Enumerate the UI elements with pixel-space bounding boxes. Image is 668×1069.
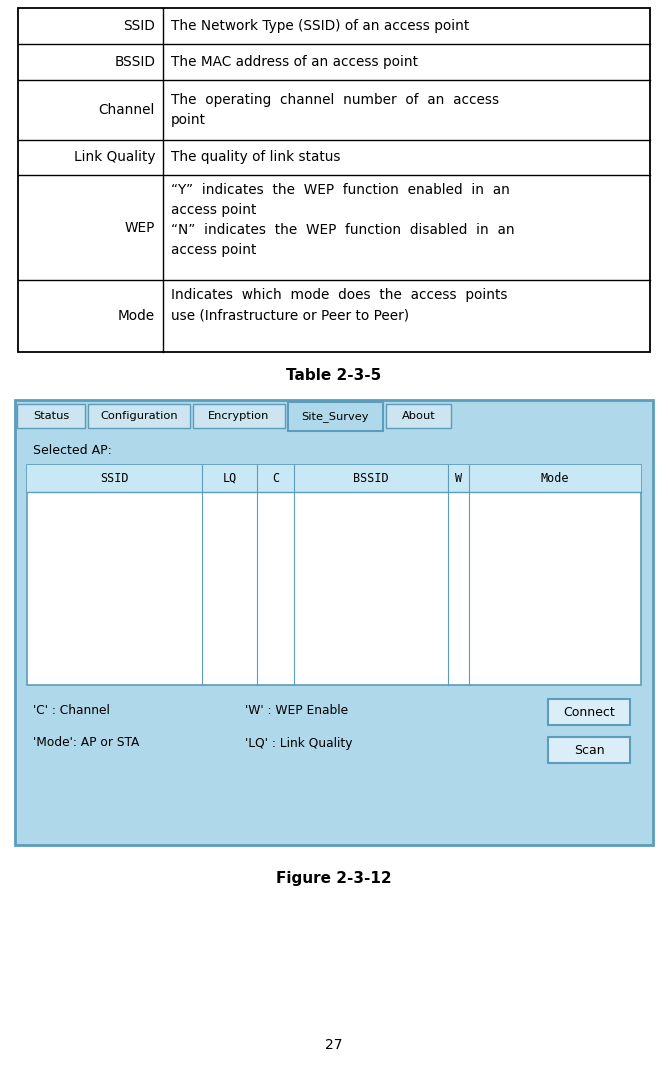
Text: 'LQ' : Link Quality: 'LQ' : Link Quality xyxy=(245,737,353,749)
Bar xyxy=(15,400,653,845)
Bar xyxy=(27,465,641,685)
Text: Figure 2-3-12: Figure 2-3-12 xyxy=(276,870,392,885)
Text: WEP: WEP xyxy=(125,220,155,234)
Text: BSSID: BSSID xyxy=(353,472,389,485)
Text: 27: 27 xyxy=(325,1038,343,1052)
Text: The MAC address of an access point: The MAC address of an access point xyxy=(171,55,418,69)
Text: Mode: Mode xyxy=(541,472,569,485)
Bar xyxy=(386,404,451,428)
Text: Channel: Channel xyxy=(99,103,155,117)
Text: C: C xyxy=(272,472,279,485)
Text: LQ: LQ xyxy=(222,472,236,485)
Bar xyxy=(548,737,630,763)
Text: Site_Survey: Site_Survey xyxy=(302,412,369,422)
Text: SSID: SSID xyxy=(124,19,155,33)
Bar xyxy=(88,404,190,428)
Text: Encryption: Encryption xyxy=(208,410,270,421)
Text: Indicates  which  mode  does  the  access  points
use (Infrastructure or Peer to: Indicates which mode does the access poi… xyxy=(171,288,508,322)
Text: Configuration: Configuration xyxy=(100,410,178,421)
Text: 'W' : WEP Enable: 'W' : WEP Enable xyxy=(245,703,348,716)
Text: About: About xyxy=(401,410,436,421)
Text: Scan: Scan xyxy=(574,744,605,757)
Text: The quality of link status: The quality of link status xyxy=(171,151,341,165)
Text: Mode: Mode xyxy=(118,309,155,323)
Bar xyxy=(193,404,285,428)
Text: BSSID: BSSID xyxy=(114,55,155,69)
Text: Status: Status xyxy=(33,410,69,421)
Text: The  operating  channel  number  of  an  access
point: The operating channel number of an acces… xyxy=(171,93,499,127)
Bar xyxy=(27,465,641,492)
Text: W: W xyxy=(455,472,462,485)
Bar xyxy=(548,699,630,725)
Text: Link Quality: Link Quality xyxy=(73,151,155,165)
Text: Connect: Connect xyxy=(563,706,615,718)
Text: SSID: SSID xyxy=(100,472,129,485)
Bar xyxy=(18,7,650,352)
Bar xyxy=(288,402,383,431)
Text: “Y”  indicates  the  WEP  function  enabled  in  an
access point
“N”  indicates : “Y” indicates the WEP function enabled i… xyxy=(171,183,514,258)
Bar xyxy=(17,404,85,428)
Text: The Network Type (SSID) of an access point: The Network Type (SSID) of an access poi… xyxy=(171,19,469,33)
Text: 'C' : Channel: 'C' : Channel xyxy=(33,703,110,716)
Text: Selected AP:: Selected AP: xyxy=(33,444,112,456)
Text: Table 2-3-5: Table 2-3-5 xyxy=(287,368,381,383)
Text: 'Mode': AP or STA: 'Mode': AP or STA xyxy=(33,737,140,749)
